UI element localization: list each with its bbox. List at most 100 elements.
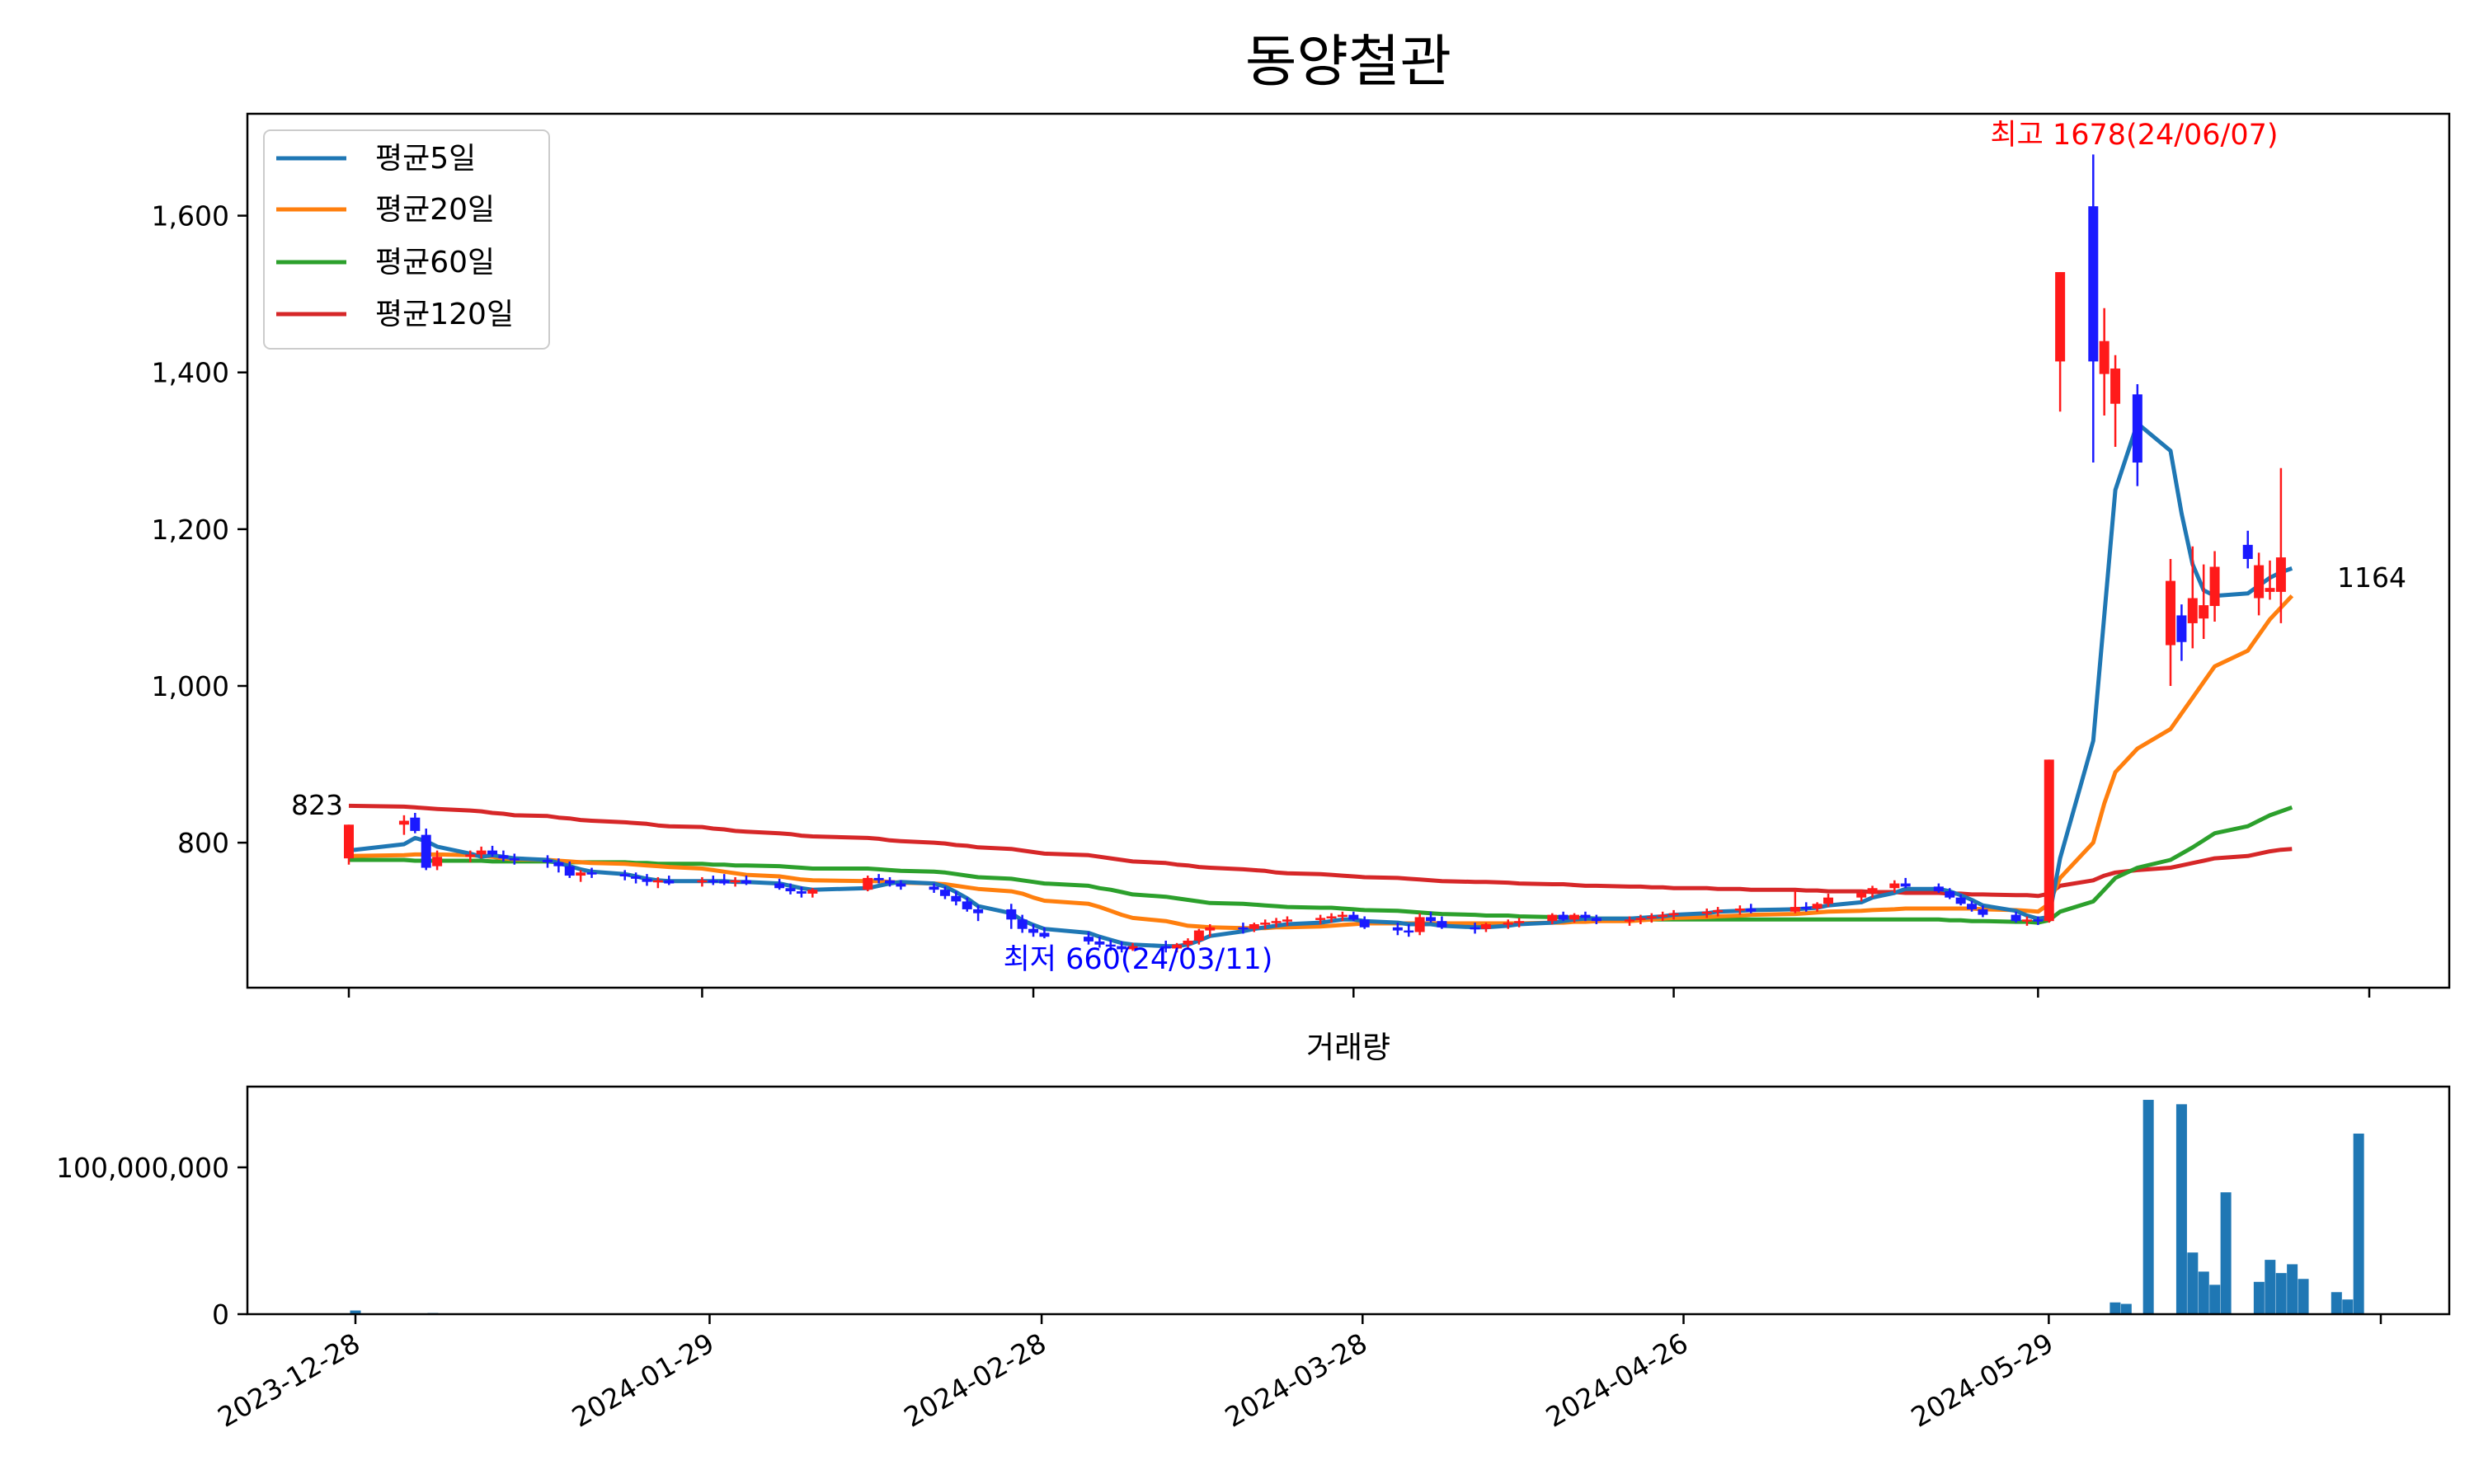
candle-body	[951, 895, 962, 902]
candle	[1205, 923, 1216, 937]
candle	[1558, 911, 1569, 922]
volume-bar	[2298, 1279, 2309, 1314]
candle-body	[542, 860, 553, 862]
candle-body	[1569, 914, 1580, 920]
candle	[1117, 941, 1127, 953]
candle	[785, 883, 796, 895]
candle	[1039, 927, 1050, 939]
candle-body	[476, 850, 487, 855]
candle-body	[664, 880, 675, 884]
candle-body	[1514, 921, 1525, 923]
candle-body	[1668, 913, 1679, 916]
candle-body	[973, 909, 984, 913]
candle	[1569, 913, 1580, 923]
candle	[1889, 880, 1900, 893]
volume-title: 거래량	[1306, 1030, 1390, 1065]
candle	[1856, 890, 1867, 902]
candle-body	[2044, 759, 2054, 922]
candle	[2199, 564, 2209, 639]
volume-bar	[2342, 1299, 2354, 1314]
volume-bar	[2253, 1281, 2265, 1314]
candle	[1193, 928, 1204, 945]
candle-body	[2199, 605, 2209, 619]
candle	[487, 845, 498, 857]
candle	[2176, 604, 2187, 661]
candle	[1127, 942, 1138, 951]
candle-body	[1359, 919, 1370, 928]
candle-body	[896, 883, 906, 887]
candle-body	[2265, 588, 2275, 592]
candle-body	[1713, 909, 1724, 913]
candle-body	[586, 872, 597, 875]
candle	[1514, 918, 1525, 928]
candle	[1017, 914, 1028, 933]
candle-body	[2242, 544, 2253, 559]
candle-body	[1392, 927, 1403, 931]
candle	[1658, 911, 1668, 922]
candle-body	[1591, 918, 1602, 922]
candle	[398, 815, 409, 835]
candle	[1547, 913, 1558, 924]
candle-body	[1404, 930, 1414, 933]
volume-bar	[2265, 1260, 2276, 1314]
candle	[1635, 914, 1646, 924]
candle-body	[1547, 914, 1558, 922]
candle-body	[962, 901, 972, 909]
candle-body	[1701, 911, 1712, 914]
candle	[1426, 911, 1437, 923]
candle	[2132, 383, 2142, 486]
candle-body	[2275, 557, 2286, 592]
candle-body	[1480, 923, 1491, 929]
candle-body	[807, 890, 818, 894]
candle	[2254, 552, 2265, 616]
candle	[973, 905, 984, 922]
volume-bar	[2109, 1302, 2121, 1314]
price-y-tick-label: 1,600	[152, 200, 229, 232]
candle	[962, 897, 972, 912]
candle-body	[1249, 923, 1259, 929]
candle-body	[509, 858, 520, 861]
volume-bars	[350, 1100, 2364, 1314]
candle-body	[1094, 941, 1105, 945]
candle-body	[1193, 930, 1204, 941]
candle	[719, 874, 730, 885]
candle-body	[1801, 907, 1812, 909]
candle-body	[1978, 909, 1988, 915]
ma20-line	[348, 594, 2294, 931]
candle	[1337, 911, 1348, 922]
candle-body	[1348, 914, 1359, 920]
candle	[863, 876, 873, 892]
candle	[542, 855, 553, 868]
candle-body	[1117, 946, 1127, 950]
candle	[2265, 560, 2275, 600]
candle	[476, 846, 487, 859]
candle	[1437, 916, 1447, 929]
price-y-tick-label: 1,400	[152, 357, 229, 389]
candle-body	[1746, 908, 1757, 912]
last-close-label: 1164	[2337, 561, 2406, 594]
price-y-tick-label: 800	[177, 827, 229, 859]
candle-body	[1812, 904, 1823, 909]
candle	[1404, 923, 1414, 937]
candle	[1160, 940, 1171, 953]
low-annotation: 최저 660(24/03/11)	[1004, 943, 1273, 976]
candle	[553, 858, 564, 873]
candle-body	[1900, 883, 1911, 887]
candle-body	[652, 880, 663, 883]
candle	[885, 876, 896, 887]
candle-body	[873, 877, 884, 881]
volume-bar	[2287, 1264, 2298, 1314]
candle	[1967, 900, 1978, 912]
candle-body	[1558, 914, 1569, 920]
candle	[2011, 911, 2021, 923]
price-plot-frame	[246, 112, 2451, 989]
candle	[498, 850, 509, 862]
candle-body	[863, 877, 873, 890]
candle-body	[1426, 917, 1437, 922]
candle	[1746, 904, 1757, 913]
volume-y-axis: 0 100,000,000	[56, 1152, 247, 1331]
candle-body	[2187, 598, 2198, 623]
candle-body	[1856, 892, 1867, 898]
legend-label-ma60: 평균60일	[375, 246, 495, 279]
candle-body	[1503, 923, 1513, 925]
